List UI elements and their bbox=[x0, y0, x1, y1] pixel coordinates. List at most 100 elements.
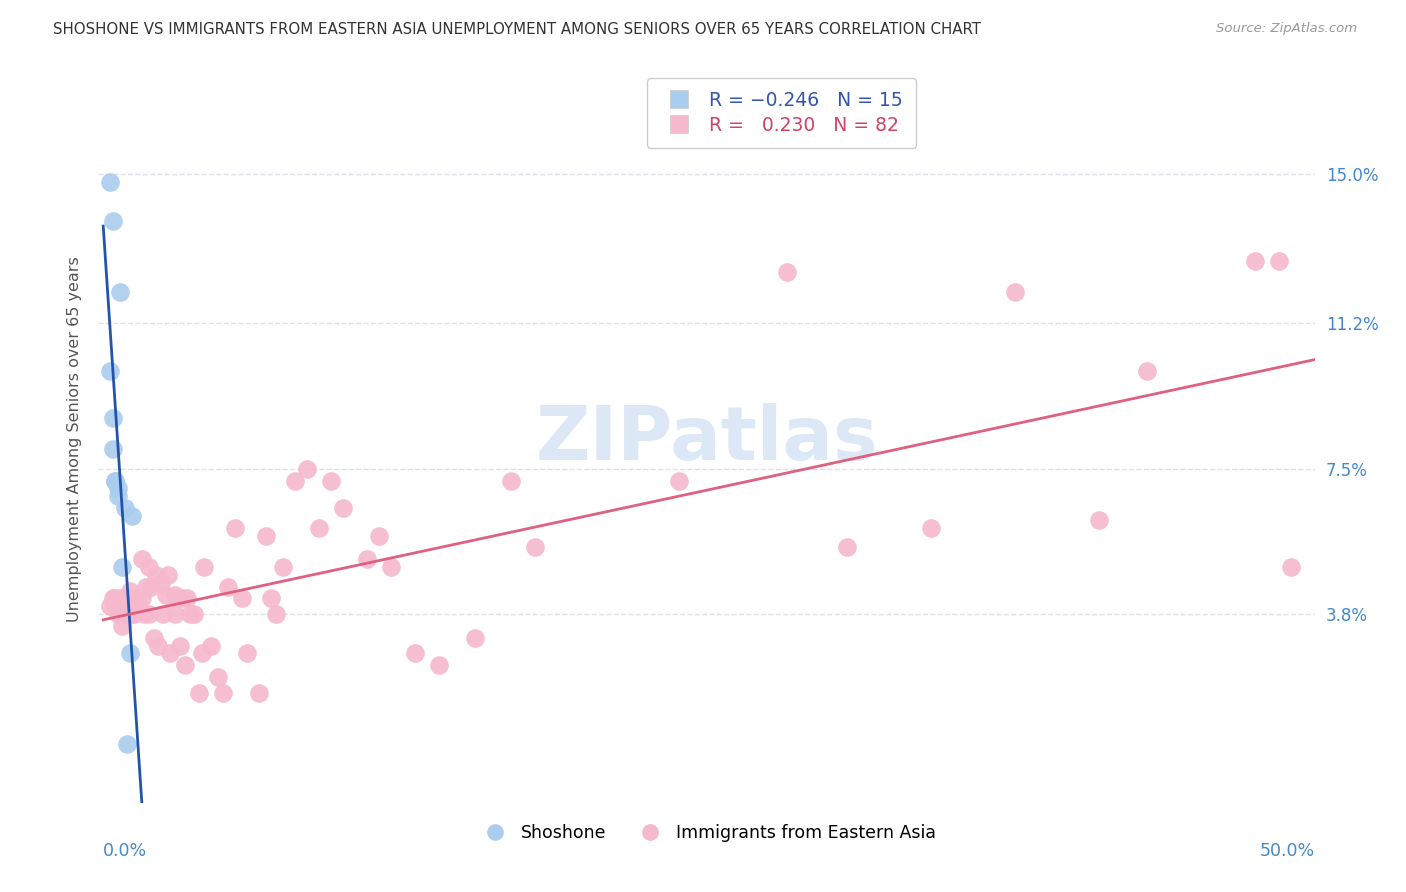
Point bbox=[124, 595, 146, 609]
Point bbox=[155, 588, 177, 602]
Text: ZIPatlas: ZIPatlas bbox=[536, 403, 877, 475]
Point bbox=[100, 175, 122, 189]
Point bbox=[121, 508, 143, 523]
Point bbox=[1267, 253, 1289, 268]
Point bbox=[107, 482, 129, 496]
Point bbox=[165, 588, 187, 602]
Point bbox=[132, 607, 155, 622]
Point bbox=[125, 599, 148, 614]
Point bbox=[207, 670, 229, 684]
Point bbox=[114, 591, 136, 606]
Point bbox=[499, 474, 522, 488]
Point bbox=[115, 607, 138, 622]
Point bbox=[260, 591, 283, 606]
Y-axis label: Unemployment Among Seniors over 65 years: Unemployment Among Seniors over 65 years bbox=[67, 256, 83, 623]
Point bbox=[104, 474, 127, 488]
Point bbox=[176, 591, 198, 606]
Point bbox=[308, 521, 330, 535]
Point bbox=[193, 560, 215, 574]
Point bbox=[173, 658, 195, 673]
Point bbox=[100, 599, 122, 614]
Point bbox=[1087, 513, 1109, 527]
Point bbox=[101, 591, 124, 606]
Point bbox=[200, 639, 222, 653]
Point bbox=[101, 214, 124, 228]
Legend: Shoshone, Immigrants from Eastern Asia: Shoshone, Immigrants from Eastern Asia bbox=[471, 817, 942, 848]
Point bbox=[231, 591, 253, 606]
Text: Source: ZipAtlas.com: Source: ZipAtlas.com bbox=[1216, 22, 1357, 36]
Point bbox=[101, 442, 124, 457]
Point bbox=[172, 591, 194, 606]
Point bbox=[332, 501, 354, 516]
Point bbox=[464, 631, 486, 645]
Point bbox=[264, 607, 287, 622]
Point bbox=[159, 647, 181, 661]
Point bbox=[368, 528, 391, 542]
Point bbox=[427, 658, 450, 673]
Point bbox=[114, 501, 136, 516]
Point bbox=[1279, 560, 1302, 574]
Point bbox=[284, 474, 307, 488]
Point bbox=[121, 607, 143, 622]
Point bbox=[254, 528, 277, 542]
Point bbox=[111, 599, 134, 614]
Point bbox=[188, 686, 211, 700]
Point bbox=[668, 474, 690, 488]
Point bbox=[118, 599, 141, 614]
Point bbox=[128, 599, 150, 614]
Point bbox=[115, 737, 138, 751]
Point bbox=[121, 591, 143, 606]
Point bbox=[107, 607, 129, 622]
Point bbox=[920, 521, 942, 535]
Point bbox=[111, 560, 134, 574]
Point bbox=[131, 591, 153, 606]
Point bbox=[104, 591, 127, 606]
Point bbox=[138, 560, 160, 574]
Point bbox=[108, 285, 131, 299]
Point bbox=[118, 647, 141, 661]
Point bbox=[169, 639, 191, 653]
Point bbox=[104, 474, 127, 488]
Point bbox=[190, 647, 212, 661]
Point bbox=[212, 686, 235, 700]
Point bbox=[183, 607, 205, 622]
Point bbox=[156, 567, 179, 582]
Point bbox=[295, 462, 318, 476]
Point bbox=[1004, 285, 1026, 299]
Point bbox=[141, 580, 163, 594]
Point bbox=[131, 552, 153, 566]
Point bbox=[114, 607, 136, 622]
Point bbox=[115, 591, 138, 606]
Point bbox=[404, 647, 426, 661]
Point bbox=[247, 686, 270, 700]
Point bbox=[145, 567, 167, 582]
Point bbox=[1243, 253, 1265, 268]
Point bbox=[319, 474, 342, 488]
Point bbox=[142, 631, 165, 645]
Point bbox=[380, 560, 402, 574]
Point bbox=[1136, 363, 1159, 377]
Point bbox=[224, 521, 246, 535]
Text: SHOSHONE VS IMMIGRANTS FROM EASTERN ASIA UNEMPLOYMENT AMONG SENIORS OVER 65 YEAR: SHOSHONE VS IMMIGRANTS FROM EASTERN ASIA… bbox=[53, 22, 981, 37]
Point bbox=[108, 591, 131, 606]
Point bbox=[271, 560, 294, 574]
Point bbox=[217, 580, 239, 594]
Point bbox=[356, 552, 378, 566]
Point bbox=[149, 575, 172, 590]
Point bbox=[776, 265, 799, 279]
Point bbox=[135, 580, 157, 594]
Point bbox=[835, 541, 858, 555]
Point bbox=[236, 647, 259, 661]
Text: 0.0%: 0.0% bbox=[103, 842, 148, 860]
Point bbox=[124, 607, 146, 622]
Point bbox=[107, 489, 129, 503]
Point bbox=[111, 619, 134, 633]
Point bbox=[152, 607, 174, 622]
Point bbox=[138, 607, 160, 622]
Point bbox=[118, 583, 141, 598]
Point bbox=[100, 363, 122, 377]
Point bbox=[148, 639, 170, 653]
Text: 50.0%: 50.0% bbox=[1260, 842, 1315, 860]
Point bbox=[524, 541, 547, 555]
Point bbox=[165, 607, 187, 622]
